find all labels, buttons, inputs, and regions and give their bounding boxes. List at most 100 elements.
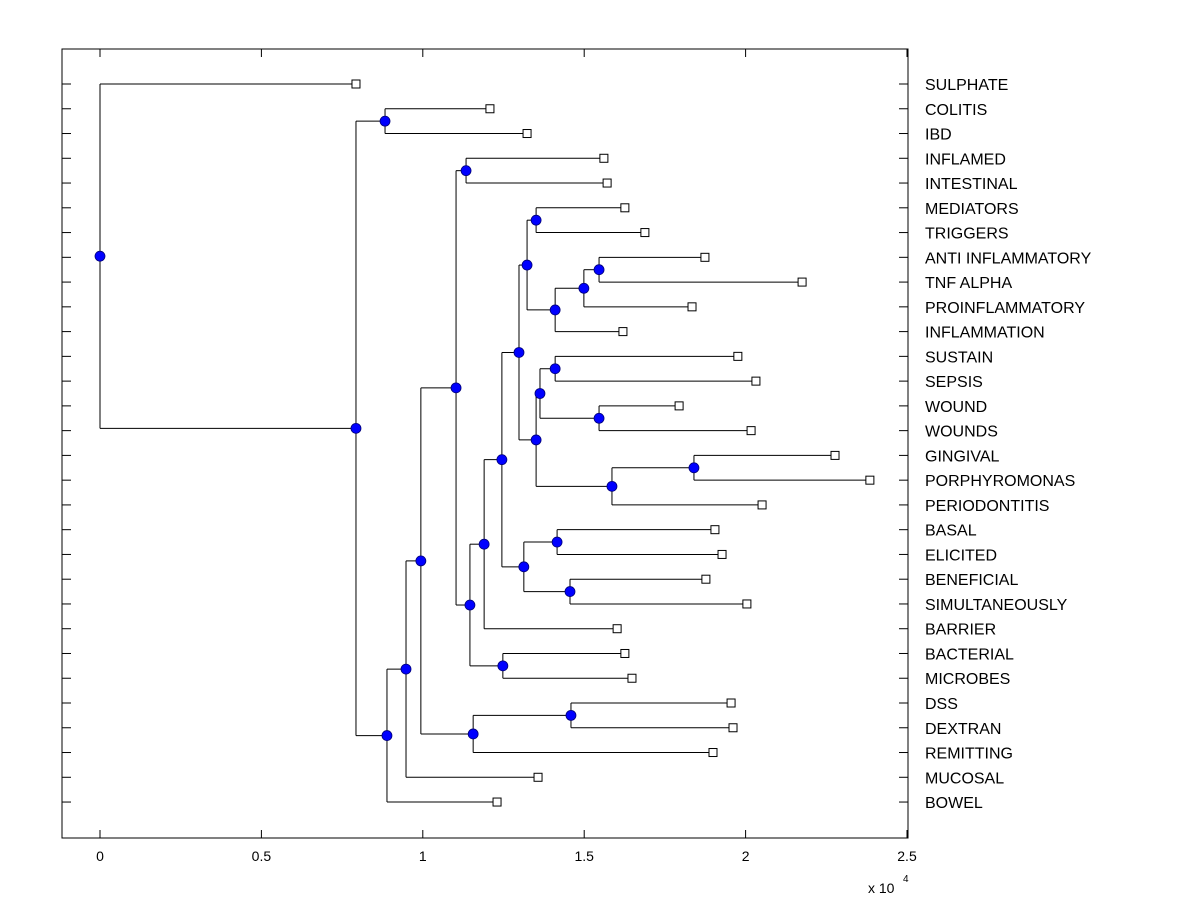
leaf-label: IBD <box>925 127 952 144</box>
leaf-label: ANTI INFLAMMATORY <box>925 250 1092 267</box>
leaf-marker <box>620 648 630 658</box>
node-marker <box>534 388 546 399</box>
leaf-marker <box>742 599 752 609</box>
leaf-marker <box>533 772 543 782</box>
leaf-label: ELICITED <box>925 547 997 564</box>
leaf-marker <box>640 228 650 238</box>
leaf-marker <box>797 277 807 287</box>
leaf-label: SULPHATE <box>925 77 1008 94</box>
node-marker <box>565 709 577 721</box>
node-marker <box>549 304 561 316</box>
node-marker <box>530 214 542 226</box>
leaf-marker <box>620 203 630 213</box>
node-marker <box>564 586 576 597</box>
leaf-label: INFLAMMATION <box>925 325 1045 342</box>
node-marker <box>478 538 490 550</box>
leaf-label: TRIGGERS <box>925 226 1009 243</box>
y-axis-ticks <box>62 83 908 803</box>
node-marker <box>521 259 533 271</box>
x-tick-label: 2 <box>742 848 750 864</box>
leaf-marker <box>751 376 761 386</box>
node-marker <box>593 412 605 424</box>
node-marker <box>549 363 561 375</box>
leaf-label: BACTERIAL <box>925 646 1014 663</box>
leaf-marker <box>708 748 718 758</box>
leaf-label: SEPSIS <box>925 374 983 391</box>
node-marker <box>460 165 472 177</box>
leaf-marker <box>710 525 720 535</box>
leaf-marker <box>351 79 361 89</box>
leaf-label: SUSTAIN <box>925 349 993 366</box>
leaf-marker <box>733 351 743 361</box>
leaf-label: REMITTING <box>925 746 1013 763</box>
x-multiplier-label: x 10 <box>868 880 895 896</box>
leaf-label: DEXTRAN <box>925 721 1001 738</box>
leaf-label: DSS <box>925 696 958 713</box>
leaf-marker <box>485 104 495 114</box>
leaf-marker <box>717 549 727 559</box>
leaf-marker <box>701 574 711 584</box>
leaf-label: BARRIER <box>925 622 996 639</box>
leaf-label: INFLAMED <box>925 151 1006 168</box>
leaf-label: TNF ALPHA <box>925 275 1012 292</box>
node-marker <box>450 382 462 394</box>
node-marker <box>578 282 590 294</box>
node-marker <box>518 561 530 573</box>
leaf-label: PERIODONTITIS <box>925 498 1049 515</box>
leaf-label: MEDIATORS <box>925 201 1019 218</box>
leaf-label: SIMULTANEOUSLY <box>925 597 1068 614</box>
node-marker <box>513 347 525 358</box>
leaf-marker <box>612 624 622 634</box>
leaf-marker <box>602 178 612 188</box>
node-marker <box>688 462 700 474</box>
x-multiplier-exponent: 4 <box>903 874 909 885</box>
x-tick-label: 1.5 <box>574 848 594 864</box>
leaf-marker <box>700 252 710 262</box>
leaf-marker <box>522 129 532 139</box>
node-marker <box>497 660 509 672</box>
node-marker <box>606 480 618 492</box>
leaf-label: COLITIS <box>925 102 987 119</box>
node-marker <box>467 728 479 740</box>
leaf-markers <box>351 79 875 807</box>
leaf-marker <box>618 327 628 337</box>
leaf-marker <box>865 475 875 485</box>
leaf-marker <box>627 673 637 683</box>
leaf-label: WOUNDS <box>925 424 998 441</box>
node-markers <box>94 115 700 741</box>
x-tick-label: 2.5 <box>897 848 917 864</box>
leaf-marker <box>687 302 697 312</box>
leaf-marker <box>674 401 684 411</box>
leaf-label: PROINFLAMMATORY <box>925 300 1085 317</box>
node-marker <box>530 434 542 446</box>
plot-area-frame <box>61 48 909 839</box>
leaf-marker <box>726 698 736 708</box>
leaf-label: MUCOSAL <box>925 770 1004 787</box>
node-marker <box>464 599 476 611</box>
node-marker <box>400 663 412 675</box>
x-axis-ticks <box>99 49 908 838</box>
leaf-label: BOWEL <box>925 795 983 812</box>
leaf-marker <box>728 723 738 733</box>
node-marker <box>496 454 508 466</box>
node-marker <box>551 536 563 548</box>
node-marker <box>94 250 106 262</box>
leaf-label: BENEFICIAL <box>925 572 1018 589</box>
node-marker <box>379 115 391 127</box>
leaf-label: BASAL <box>925 523 977 540</box>
leaf-marker <box>492 797 502 807</box>
leaf-label: WOUND <box>925 399 987 416</box>
x-tick-labels: 0 0.5 1 1.5 2 2.5 <box>96 848 917 864</box>
leaf-label: PORPHYROMONAS <box>925 473 1075 490</box>
leaf-labels: SULPHATE COLITIS IBD INFLAMED INTESTINAL MEDI… <box>925 77 1092 812</box>
leaf-marker <box>599 153 609 163</box>
leaf-marker <box>746 426 756 436</box>
leaf-marker <box>830 450 840 460</box>
leaf-marker <box>757 500 767 510</box>
node-marker <box>350 422 362 434</box>
x-tick-label: 0.5 <box>252 848 272 864</box>
leaf-label: GINGIVAL <box>925 448 999 465</box>
x-tick-label: 1 <box>419 848 427 864</box>
node-marker <box>381 730 393 741</box>
